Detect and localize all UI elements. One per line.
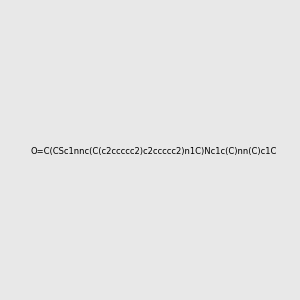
Text: O=C(CSc1nnc(C(c2ccccc2)c2ccccc2)n1C)Nc1c(C)nn(C)c1C: O=C(CSc1nnc(C(c2ccccc2)c2ccccc2)n1C)Nc1c…: [31, 147, 277, 156]
